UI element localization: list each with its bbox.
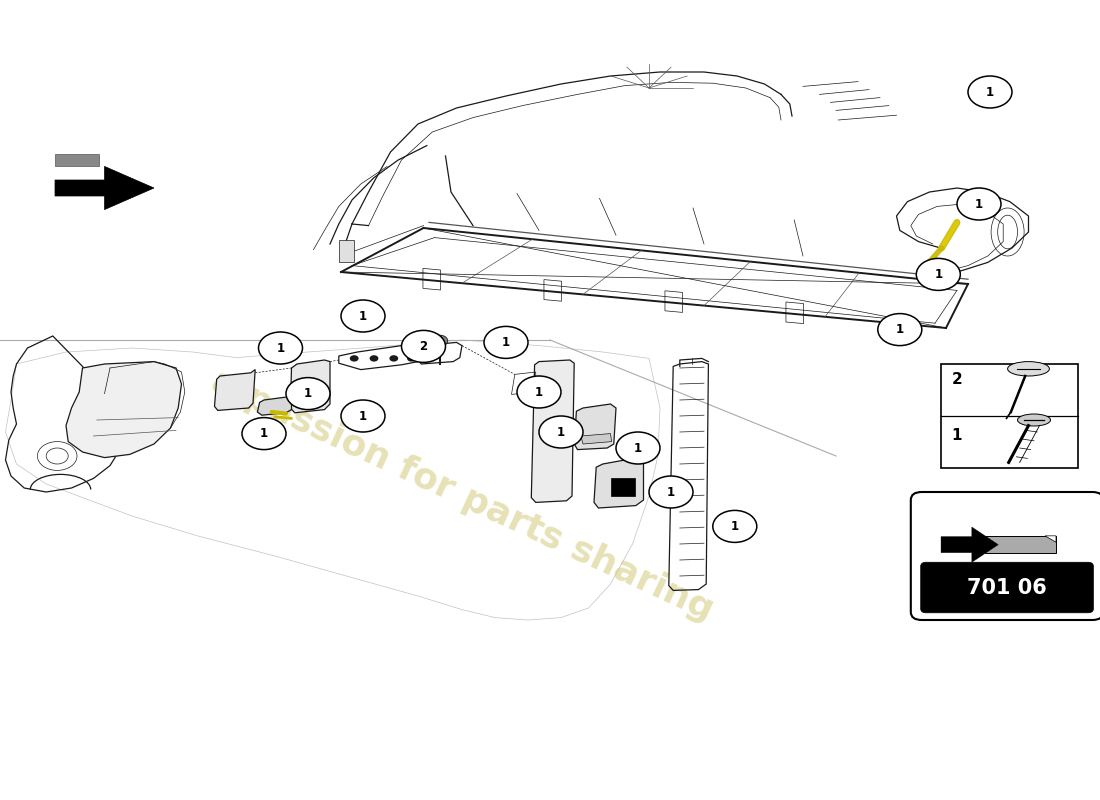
Polygon shape <box>214 370 255 410</box>
Circle shape <box>242 418 286 450</box>
Polygon shape <box>574 404 616 450</box>
Circle shape <box>370 355 378 362</box>
Circle shape <box>968 76 1012 108</box>
Polygon shape <box>1045 536 1056 542</box>
Circle shape <box>916 258 960 290</box>
Polygon shape <box>66 362 182 458</box>
Text: 2: 2 <box>952 373 962 387</box>
Circle shape <box>616 432 660 464</box>
Polygon shape <box>339 240 354 262</box>
Text: 1: 1 <box>667 486 675 498</box>
Circle shape <box>350 355 359 362</box>
Text: 1: 1 <box>359 410 367 422</box>
Text: 1: 1 <box>634 442 642 454</box>
Text: 701 06: 701 06 <box>967 578 1047 598</box>
Text: 1: 1 <box>934 268 943 281</box>
Text: 1: 1 <box>986 86 994 98</box>
FancyBboxPatch shape <box>610 478 635 496</box>
Circle shape <box>432 335 448 346</box>
Text: 1: 1 <box>535 386 543 398</box>
Circle shape <box>341 300 385 332</box>
Text: 1: 1 <box>260 427 268 440</box>
Text: 1: 1 <box>359 310 367 322</box>
Text: a passion for parts sharing: a passion for parts sharing <box>206 364 718 628</box>
Text: 1: 1 <box>895 323 904 336</box>
Circle shape <box>389 355 398 362</box>
Text: 1: 1 <box>730 520 739 533</box>
Circle shape <box>539 416 583 448</box>
FancyBboxPatch shape <box>940 364 1078 468</box>
Polygon shape <box>290 360 330 413</box>
Circle shape <box>407 355 416 362</box>
Polygon shape <box>55 154 99 166</box>
Circle shape <box>517 376 561 408</box>
Circle shape <box>713 510 757 542</box>
Polygon shape <box>531 360 574 502</box>
FancyBboxPatch shape <box>911 492 1100 620</box>
Polygon shape <box>940 527 999 562</box>
Ellipse shape <box>1008 362 1049 376</box>
Text: 1: 1 <box>557 426 565 438</box>
FancyBboxPatch shape <box>921 562 1093 613</box>
Polygon shape <box>594 458 643 508</box>
Circle shape <box>341 400 385 432</box>
Polygon shape <box>581 434 612 444</box>
Circle shape <box>649 476 693 508</box>
Circle shape <box>286 378 330 410</box>
Text: 1: 1 <box>276 342 285 354</box>
Text: 2: 2 <box>419 340 428 353</box>
Polygon shape <box>257 397 292 415</box>
Text: 1: 1 <box>952 429 962 443</box>
Polygon shape <box>55 166 154 210</box>
Text: 1: 1 <box>975 198 983 210</box>
Circle shape <box>258 332 303 364</box>
Circle shape <box>484 326 528 358</box>
FancyBboxPatch shape <box>984 536 1056 554</box>
Text: 1: 1 <box>304 387 312 400</box>
Circle shape <box>957 188 1001 220</box>
Circle shape <box>878 314 922 346</box>
Text: 1: 1 <box>502 336 510 349</box>
Ellipse shape <box>1018 414 1050 426</box>
Circle shape <box>402 330 446 362</box>
